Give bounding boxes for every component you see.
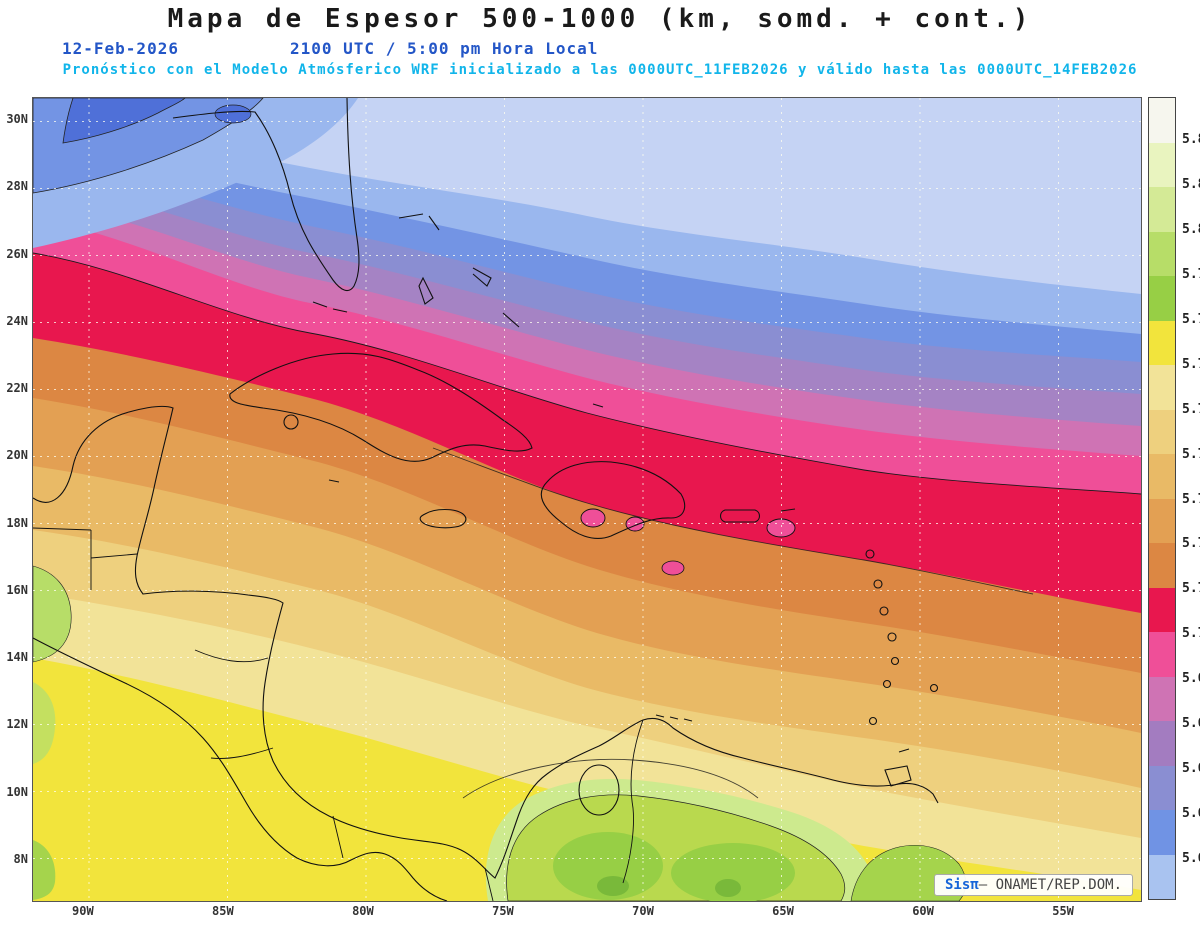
longitude-label: 55W	[1052, 904, 1074, 918]
colorbar-label: 5.64	[1182, 851, 1200, 866]
colorbar-label: 5.736	[1182, 491, 1200, 507]
colorbar-segment	[1149, 721, 1175, 766]
valid-time: 2100 UTC / 5:00 pm Hora Local	[290, 39, 599, 58]
colorbar-segment	[1149, 810, 1175, 855]
colorbar-label: 5.676	[1182, 716, 1200, 732]
florida-keys	[312, 301, 348, 313]
latitude-label: 26N	[6, 246, 28, 261]
latitude-label: 24N	[6, 313, 28, 328]
latitude-label: 22N	[6, 381, 28, 396]
colorbar-segment	[1149, 454, 1175, 499]
forecast-note: Pronóstico con el Modelo Atmósferico WRF…	[62, 62, 1138, 78]
colorbar-segment	[1149, 365, 1175, 410]
colorbar-segment	[1149, 543, 1175, 588]
colorbar-label: 5.76	[1182, 401, 1200, 417]
colorbar-label: 5.724	[1182, 536, 1200, 552]
colorbar-label: 5.748	[1182, 446, 1200, 462]
colorbar-label: 5.7	[1182, 626, 1200, 642]
tobago	[898, 748, 910, 753]
coastlines	[33, 98, 939, 901]
latitude-label: 18N	[6, 515, 28, 530]
latitude-label: 14N	[6, 650, 28, 665]
colorbar-label: 5.712	[1182, 581, 1200, 597]
longitude-label: 60W	[912, 904, 934, 918]
cuba-coast	[229, 352, 533, 462]
attribution-box: Sisπ— ONAMET/REP.DOM.	[933, 874, 1133, 896]
trinidad	[884, 765, 912, 787]
colorbar-label: 5.664	[1182, 761, 1200, 777]
hispaniola-coast	[540, 461, 686, 540]
colorbar	[1148, 97, 1176, 900]
datetime-row: 12-Feb-2026 2100 UTC / 5:00 pm Hora Loca…	[0, 39, 1200, 59]
colorbar-label: 5.688	[1182, 671, 1200, 687]
org-label: ONAMET/REP.DOM.	[995, 877, 1122, 893]
longitude-label: 80W	[352, 904, 374, 918]
lesser-antilles	[780, 508, 939, 726]
colorbar-segment	[1149, 676, 1175, 721]
latitude-axis: 30N 28N 26N 24N 22N 20N 18N 16N 14N 12N 10N 8N	[0, 97, 28, 900]
longitude-label: 90W	[72, 904, 94, 918]
colorbar-segment	[1149, 187, 1175, 232]
colorbar-segment	[1149, 276, 1175, 321]
longitude-label: 70W	[632, 904, 654, 918]
closed-contour-spots	[580, 508, 796, 576]
longitude-axis: 90W 85W 80W 75W 70W 65W 60W 55W	[32, 905, 1140, 921]
puerto-rico	[719, 509, 761, 523]
country-borders	[33, 527, 644, 901]
valid-date: 12-Feb-2026	[62, 39, 179, 58]
colorbar-segment	[1149, 854, 1175, 899]
cayman	[328, 479, 340, 483]
green-patches	[33, 565, 967, 901]
latitude-label: 10N	[6, 784, 28, 799]
colorbar-segment	[1149, 632, 1175, 677]
colorbar-segment	[1149, 587, 1175, 632]
colorbar-segment	[1149, 498, 1175, 543]
brand-label: Sisπ	[944, 877, 979, 893]
abc-islands	[655, 714, 693, 722]
colorbar-label: 5.795	[1182, 266, 1200, 282]
latitude-label: 12N	[6, 717, 28, 732]
map-plot: Sisπ— ONAMET/REP.DOM.	[32, 97, 1142, 902]
colorbar-label: 5.807	[1182, 221, 1200, 237]
page-title: Mapa de Espesor 500-1000 (km, somd. + co…	[167, 4, 1033, 34]
thickness-map-svg	[33, 98, 1141, 901]
colorbar-segment	[1149, 409, 1175, 454]
latitude-label: 28N	[6, 179, 28, 194]
latitude-label: 16N	[6, 582, 28, 597]
colorbar-segment	[1149, 142, 1175, 187]
colorbar-label: 5.772	[1182, 356, 1200, 372]
jamaica	[419, 508, 467, 529]
lake-maracaibo	[578, 764, 620, 816]
bahamas	[398, 213, 604, 408]
longitude-label: 75W	[492, 904, 514, 918]
colorbar-label: 5.652	[1182, 806, 1200, 822]
colorbar-label: 5.831	[1182, 132, 1200, 147]
longitude-label: 85W	[212, 904, 234, 918]
pacific-coast	[33, 637, 448, 901]
colorbar-labels: 5.831 5.819 5.807 5.795 5.783 5.772 5.76 5.748 5…	[1182, 133, 1200, 865]
latitude-label: 30N	[6, 112, 28, 126]
cold-core-blobs	[33, 98, 358, 248]
latitude-label: 8N	[13, 851, 28, 866]
colorbar-segment	[1149, 231, 1175, 276]
colorbar-label: 5.783	[1182, 311, 1200, 327]
colorbar-segment	[1149, 320, 1175, 365]
colorbar-segment	[1149, 98, 1175, 143]
colorbar-label: 5.819	[1182, 176, 1200, 192]
colorbar-segment	[1149, 765, 1175, 810]
separator: —	[978, 877, 996, 893]
longitude-label: 65W	[772, 904, 794, 918]
florida-coast	[172, 98, 360, 292]
thickness-bands	[33, 98, 1141, 901]
graticule	[33, 98, 1141, 901]
isla-juventud	[283, 414, 299, 430]
latitude-label: 20N	[6, 448, 28, 463]
